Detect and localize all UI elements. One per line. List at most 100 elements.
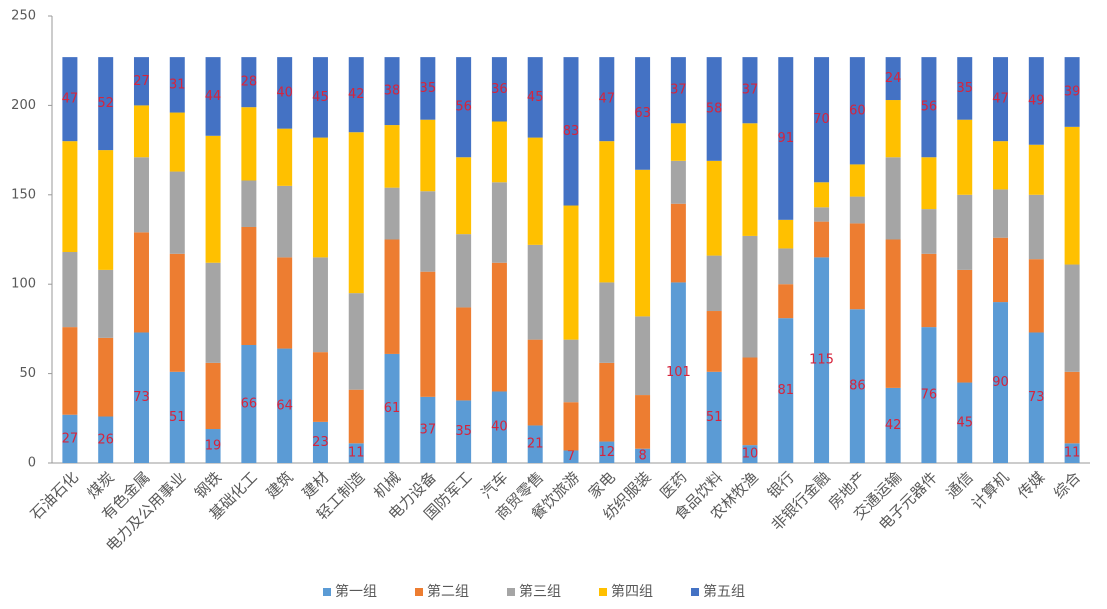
bar-segment <box>563 57 579 206</box>
data-label: 36 <box>491 82 508 97</box>
bar-segment <box>849 223 865 310</box>
data-label: 60 <box>849 103 866 118</box>
bar-segment <box>957 269 973 383</box>
bar-segment <box>312 257 328 353</box>
data-label: 40 <box>491 420 508 435</box>
data-label: 35 <box>420 81 437 96</box>
bar-segment <box>348 389 364 444</box>
bar-segment <box>706 255 722 312</box>
bar-segment <box>814 57 830 183</box>
legend-label: 第三组 <box>519 583 561 600</box>
bar-segment <box>778 318 794 463</box>
x-tick-label: 综合 <box>1050 468 1084 502</box>
data-label: 49 <box>1028 93 1045 108</box>
bar-segment <box>1064 371 1080 444</box>
bar-segment <box>885 57 901 101</box>
bar-segment <box>384 187 400 240</box>
bar-segment <box>98 57 114 151</box>
bar-segment <box>491 182 507 263</box>
bar-segment <box>635 395 651 449</box>
bar-segment <box>778 248 794 285</box>
bar-segment <box>133 332 149 463</box>
bar-segment <box>1064 126 1080 265</box>
bar-segment <box>635 169 651 317</box>
x-tick-label: 传媒 <box>1014 468 1048 502</box>
bar-segment <box>491 57 507 122</box>
data-label: 12 <box>599 445 616 460</box>
bar-segment <box>706 160 722 256</box>
y-tick-label: 0 <box>28 456 36 471</box>
data-label: 21 <box>527 437 544 452</box>
data-label: 73 <box>133 390 150 405</box>
bar-segment <box>420 57 436 120</box>
bar-segment <box>742 445 758 463</box>
bar-segment <box>814 182 830 208</box>
bar-segment <box>1064 264 1080 372</box>
bar-segment <box>921 253 937 328</box>
bar-segment <box>384 239 400 354</box>
data-label: 91 <box>777 131 794 146</box>
bar-segment <box>563 450 579 463</box>
bar-segment <box>241 180 257 227</box>
data-label: 37 <box>420 422 437 437</box>
bar-segment <box>814 257 830 463</box>
bar-segment <box>456 307 472 401</box>
data-label: 45 <box>527 90 544 105</box>
data-label: 81 <box>777 383 794 398</box>
bar-segment <box>456 157 472 235</box>
bar-segment <box>133 157 149 233</box>
bar-segment <box>921 157 937 210</box>
data-label: 7 <box>567 449 575 464</box>
legend-swatch <box>507 588 515 596</box>
bar-segment <box>205 429 221 463</box>
bar-segment <box>670 123 686 161</box>
bar-segment <box>241 226 257 345</box>
data-label: 24 <box>885 71 902 86</box>
bar-segment <box>1028 194 1044 260</box>
bar-segment <box>599 362 615 442</box>
data-label: 86 <box>849 379 866 394</box>
bar-segment <box>1028 144 1044 195</box>
bar-segment <box>98 337 114 417</box>
bar-segment <box>205 262 221 363</box>
bar-segment <box>993 189 1009 238</box>
bar-segment <box>348 293 364 390</box>
data-label: 52 <box>97 96 114 111</box>
bar-segment <box>205 362 221 430</box>
bar-segment <box>742 235 758 358</box>
data-label: 83 <box>563 124 580 139</box>
bar-segment <box>527 339 543 426</box>
bar-segment <box>384 125 400 188</box>
data-label: 42 <box>348 87 365 102</box>
bar-segment <box>885 239 901 388</box>
bar-segment <box>277 57 293 129</box>
legend-label: 第四组 <box>611 583 653 600</box>
bar-segment <box>993 141 1009 190</box>
bar-segment <box>456 57 472 158</box>
y-tick-label: 250 <box>11 9 36 24</box>
bar-segment <box>205 57 221 136</box>
bar-segment <box>277 348 293 463</box>
data-label: 45 <box>956 415 973 430</box>
data-label: 26 <box>97 432 114 447</box>
y-tick-label: 150 <box>11 187 36 202</box>
bar-segment <box>527 244 543 340</box>
data-label: 8 <box>638 448 646 463</box>
bar-segment <box>670 282 686 463</box>
data-label: 42 <box>885 418 902 433</box>
bar-segment <box>133 105 149 158</box>
bar-segment <box>312 421 328 463</box>
bar-segment <box>1028 332 1044 463</box>
bar-segment <box>814 221 830 258</box>
bar-segment <box>527 137 543 245</box>
bar-segment <box>420 119 436 192</box>
bar-segment <box>563 402 579 451</box>
bar-segment <box>1028 259 1044 333</box>
bar-segment <box>169 253 185 372</box>
data-label: 10 <box>742 447 759 462</box>
legend-swatch <box>323 588 331 596</box>
bar-segment <box>133 232 149 333</box>
bar-segment <box>670 203 686 283</box>
data-label: 56 <box>455 100 472 115</box>
data-label: 11 <box>1064 446 1081 461</box>
